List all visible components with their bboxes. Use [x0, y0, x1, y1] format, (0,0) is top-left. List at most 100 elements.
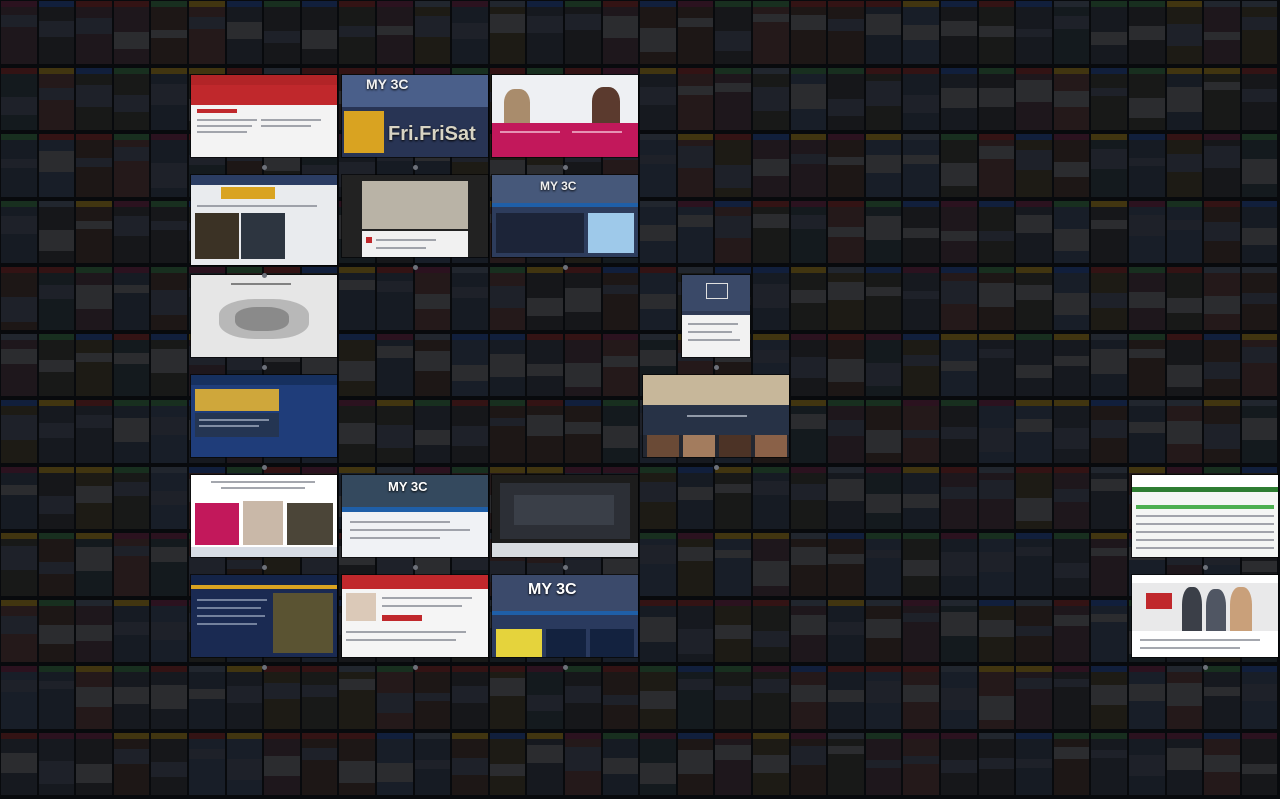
mosaic-thumbnail [339, 732, 375, 795]
mosaic-thumbnail [565, 400, 601, 463]
mosaic-thumbnail [1129, 134, 1165, 197]
tile-dot [261, 365, 267, 370]
tile-dot [562, 665, 568, 670]
thumb-content [496, 213, 584, 253]
mosaic-thumbnail [1016, 666, 1052, 729]
mosaic-thumbnail [903, 466, 939, 529]
mosaic-thumbnail [377, 333, 413, 396]
mosaic-thumbnail [1, 732, 37, 795]
thumbnail-magenta-left[interactable] [191, 475, 337, 557]
thumb-magenta-band [492, 123, 638, 157]
mosaic-thumbnail [38, 333, 75, 396]
mosaic-thumbnail [377, 666, 413, 729]
mosaic-thumbnail [828, 333, 864, 396]
thumbnail-green-table[interactable] [1132, 475, 1278, 557]
mosaic-thumbnail [753, 200, 789, 263]
mosaic-thumbnail [640, 1, 676, 64]
tile-dot [412, 665, 418, 670]
mosaic-thumbnail [452, 666, 488, 729]
mosaic-thumbnail [753, 267, 789, 330]
thumbnail-portraits[interactable] [643, 375, 789, 457]
mosaic-thumbnail [489, 400, 526, 463]
thumb-header-bar [1132, 475, 1278, 487]
mosaic-thumbnail [1166, 333, 1203, 396]
mosaic-thumbnail [414, 732, 451, 795]
thumbnail-red-form[interactable] [342, 575, 488, 657]
mosaic-thumbnail [753, 666, 789, 729]
mosaic-thumbnail [151, 732, 187, 795]
mosaic-thumbnail [790, 1, 827, 64]
mosaic-thumbnail [1053, 599, 1090, 662]
thumbnail-navy-gold[interactable] [191, 575, 337, 657]
mosaic-thumbnail [1091, 267, 1127, 330]
mosaic-thumbnail [489, 333, 526, 396]
mosaic-thumbnail [790, 200, 827, 263]
thumbnail-event-yellow[interactable]: MY 3C [492, 575, 638, 657]
mosaic-thumbnail [301, 666, 338, 729]
mosaic-thumbnail [865, 134, 902, 197]
mosaic-thumbnail [38, 732, 75, 795]
mosaic-thumbnail [941, 400, 977, 463]
mosaic-thumbnail [828, 67, 864, 130]
mosaic-thumbnail [828, 134, 864, 197]
mosaic-thumbnail [1016, 1, 1052, 64]
thumbnail-red-hero[interactable] [191, 75, 337, 157]
mosaic-thumbnail [489, 267, 526, 330]
mosaic-thumbnail [1166, 400, 1203, 463]
mosaic-thumbnail [715, 533, 751, 596]
mosaic-thumbnail [640, 200, 676, 263]
thumbnail-phone-card[interactable] [682, 275, 750, 357]
mosaic-thumbnail [1091, 732, 1127, 795]
thumb-avatar [346, 593, 376, 621]
mosaic-thumbnail [151, 134, 187, 197]
mosaic-thumbnail [941, 67, 977, 130]
mosaic-thumbnail [1, 466, 37, 529]
mosaic-thumbnail [414, 400, 451, 463]
mosaic-thumbnail [978, 400, 1015, 463]
thumbnail-business-people[interactable] [1132, 575, 1278, 657]
mosaic-thumbnail [1166, 732, 1203, 795]
mosaic-thumbnail [978, 67, 1015, 130]
mosaic-thumbnail [828, 732, 864, 795]
mosaic-thumbnail [301, 1, 338, 64]
mosaic-thumbnail [941, 533, 977, 596]
mosaic-thumbnail [76, 200, 112, 263]
mosaic-thumbnail [1129, 333, 1165, 396]
mosaic-thumbnail [38, 267, 75, 330]
thumbnail-event-poster[interactable]: MY 3C Fri.FriSat [342, 75, 488, 157]
mosaic-thumbnail [1129, 1, 1165, 64]
thumb-red-badge [1146, 593, 1172, 609]
mosaic-thumbnail [828, 400, 864, 463]
mosaic-thumbnail [527, 400, 563, 463]
thumbnail-grid-gallery[interactable] [191, 175, 337, 265]
mosaic-thumbnail [941, 732, 977, 795]
event-logo-text: MY 3C [540, 179, 577, 193]
mosaic-thumbnail [38, 533, 75, 596]
thumbnail-event-dark[interactable]: MY 3C [492, 175, 638, 257]
mosaic-thumbnail [1016, 333, 1052, 396]
mosaic-thumbnail [978, 200, 1015, 263]
thumbnail-magenta-people[interactable] [492, 75, 638, 157]
mosaic-thumbnail [677, 666, 714, 729]
thumbnail-navy-blue[interactable] [191, 375, 337, 457]
mosaic-thumbnail [640, 732, 676, 795]
thumbnail-sketch-map[interactable] [191, 275, 337, 357]
thumb-header-bar [342, 475, 488, 507]
mosaic-thumbnail [113, 134, 150, 197]
mosaic-thumbnail [1091, 533, 1127, 596]
thumb-hero [492, 575, 638, 611]
thumbnail-video-dark[interactable] [492, 475, 638, 557]
thumbnail-photo-people[interactable] [342, 175, 488, 257]
thumbnail-event-white[interactable]: MY 3C [342, 475, 488, 557]
mosaic-thumbnail [602, 732, 639, 795]
mosaic-thumbnail [978, 666, 1015, 729]
mosaic-thumbnail [1241, 666, 1278, 729]
event-logo-text: MY 3C [528, 581, 577, 598]
mosaic-thumbnail [377, 400, 413, 463]
thumb-portrait [647, 435, 679, 457]
mosaic-thumbnail [978, 599, 1015, 662]
mosaic-thumbnail [715, 666, 751, 729]
tile-dot [261, 665, 267, 670]
mosaic-thumbnail [113, 466, 150, 529]
thumb-heading [197, 109, 237, 113]
